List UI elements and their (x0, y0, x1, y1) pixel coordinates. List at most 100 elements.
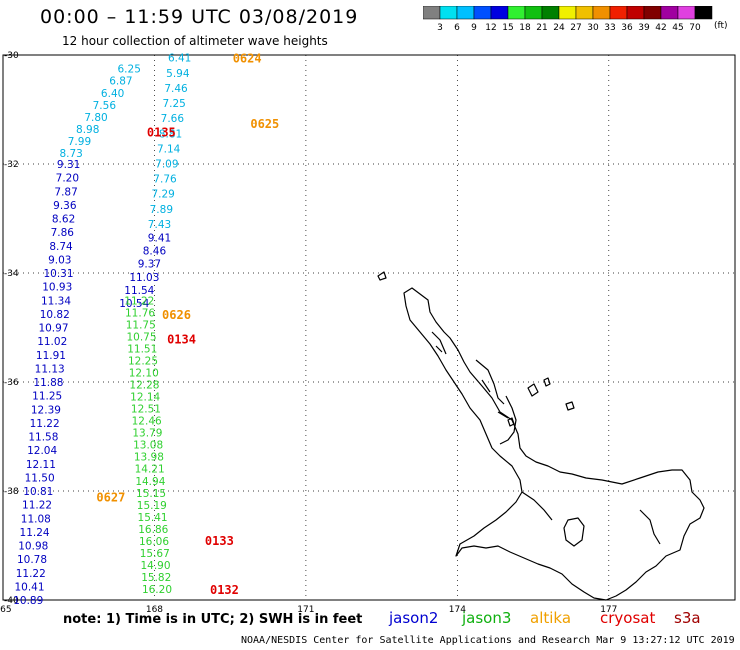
lake-taupo (563, 517, 585, 547)
wave-height-value: 15.15 (136, 488, 166, 500)
wave-height-value: 6.40 (101, 88, 124, 100)
wave-height-value: 12.51 (131, 404, 161, 416)
wave-height-value: 11.50 (25, 472, 55, 484)
wave-height-value: 7.66 (161, 113, 185, 125)
wave-height-value: 7.80 (84, 112, 107, 124)
coastline-new-zealand (377, 271, 705, 601)
colorbar-tick-label: 3 (437, 23, 443, 32)
map-frame (2, 54, 736, 601)
colorbar-tick-label: 9 (471, 23, 477, 32)
latitude-tick-label: -40 (4, 596, 19, 606)
wave-height-value: 10.98 (18, 541, 48, 553)
wave-height-value: 10.82 (40, 309, 70, 321)
colorbar-tick-label: 70 (689, 23, 701, 32)
wave-height-value: 11.22 (30, 418, 60, 430)
colorbar-swatch (423, 6, 441, 20)
wave-height-value: 7.29 (151, 189, 174, 201)
wave-height-value: 11.91 (36, 350, 66, 362)
longitude-tick-label: 165 (0, 605, 12, 615)
wave-height-value: 7.56 (93, 100, 117, 112)
colorbar-swatch (626, 6, 645, 20)
longitude-tick-label: 171 (297, 605, 314, 615)
wave-height-colorbar: 3 6 9 12 15 18 21 24 27 30 33 36 39 42 45 70 (423, 6, 713, 32)
wave-height-value: 9.36 (53, 200, 77, 212)
colorbar-tick-label: 15 (502, 23, 513, 32)
wave-height-value: 8.46 (143, 246, 167, 258)
wave-height-value: 12.14 (130, 392, 160, 404)
wave-height-value: 11.76 (125, 307, 155, 319)
wave-height-value: 11.54 (124, 285, 154, 297)
wave-height-value: 9.03 (48, 254, 71, 266)
wave-height-value: 11.03 (129, 272, 159, 284)
wave-height-value: 12.46 (132, 416, 162, 428)
colorbar-swatch (524, 6, 543, 20)
wave-height-value: 6.41 (168, 53, 191, 65)
wave-height-value: 8.73 (59, 148, 82, 160)
colorbar-tick-label: 42 (655, 23, 666, 32)
track-time-label: 0625 (250, 117, 279, 131)
wave-height-value: 14.90 (140, 560, 170, 572)
legend-s3a: s3a (674, 609, 701, 627)
wave-height-value: 8.62 (52, 214, 75, 226)
wave-height-value: 10.31 (43, 268, 73, 280)
wave-height-value: 7.09 (155, 159, 178, 171)
wave-height-value: 13.98 (134, 452, 164, 464)
wave-height-value: 11.88 (33, 377, 63, 389)
colorbar-tick-label: 24 (553, 23, 565, 32)
colorbar-swatch (507, 6, 526, 20)
wave-height-value: 11.22 (22, 500, 52, 512)
wave-height-value: 11.24 (20, 527, 50, 539)
track-time-label: 0627 (96, 490, 125, 504)
wave-height-value: 11.51 (127, 343, 157, 355)
wave-height-value: 15.19 (137, 500, 167, 512)
wave-height-value: 10.75 (126, 331, 156, 343)
longitude-tick-label: 174 (449, 605, 466, 615)
wave-height-value: 11.13 (35, 363, 65, 375)
colorbar-swatch (456, 6, 475, 20)
wave-height-value: 12.28 (129, 379, 159, 391)
colorbar-swatch (558, 6, 577, 20)
wave-height-value: 13.79 (132, 428, 162, 440)
wave-height-value: 7.46 (164, 83, 188, 95)
wave-height-value: 15.41 (138, 512, 168, 524)
colorbar-tick-label: 12 (485, 23, 496, 32)
wave-height-value: 15.82 (141, 572, 171, 584)
map-grid: 165 168 171 174 177 -30 -32 -34 -36 -38 -40 (0, 51, 736, 615)
wave-height-value: 7.20 (56, 173, 79, 185)
colorbar-swatch (473, 6, 492, 20)
wave-height-value: 16.86 (138, 524, 168, 536)
track-time-label: 0626 (162, 308, 191, 322)
wave-height-value: 10.89 (13, 595, 43, 607)
wave-height-value: 10.78 (17, 554, 47, 566)
wave-height-value: 7.25 (162, 98, 185, 110)
track-time-label: 0133 (205, 534, 234, 548)
track-time-labels: 0624 0625 0135 0626 0134 0627 0133 0132 (96, 52, 279, 597)
wave-height-value: 12.25 (128, 355, 158, 367)
island-great-barrier (527, 383, 539, 397)
wave-height-value: 14.21 (135, 464, 165, 476)
longitude-tick-label: 168 (146, 605, 163, 615)
colorbar-tick-label: 27 (570, 23, 581, 32)
wave-height-value: 6.25 (118, 64, 141, 76)
latitude-tick-label: -36 (4, 378, 19, 388)
colorbar-swatch (575, 6, 594, 20)
wave-height-value: 7.99 (68, 136, 91, 148)
page-title: 00:00 – 11:59 UTC 03/08/2019 (40, 6, 359, 28)
legend-cryosat: cryosat (600, 609, 656, 627)
wave-height-value: 7.87 (54, 186, 77, 198)
wave-height-value: 12.10 (129, 367, 159, 379)
wave-height-value: 14.94 (135, 476, 165, 488)
wave-height-value: 7.86 (51, 227, 75, 239)
wave-height-value: 5.94 (166, 68, 190, 80)
wave-height-value: 15.67 (140, 548, 170, 560)
wave-height-value: 12.04 (27, 445, 57, 457)
colorbar-tick-label: 30 (587, 23, 599, 32)
island-rangitoto (507, 417, 515, 427)
colorbar-swatch (541, 6, 560, 20)
wave-height-value: 12.39 (31, 404, 61, 416)
colorbar-swatch (660, 6, 679, 20)
wave-height-tracks: 6.256.876.407.567.808.987.998.73 6.41 5.94… (13, 53, 191, 607)
island-three-kings (377, 271, 387, 281)
wave-height-value: 8.74 (49, 241, 73, 253)
colorbar-tick-label: 33 (604, 23, 615, 32)
